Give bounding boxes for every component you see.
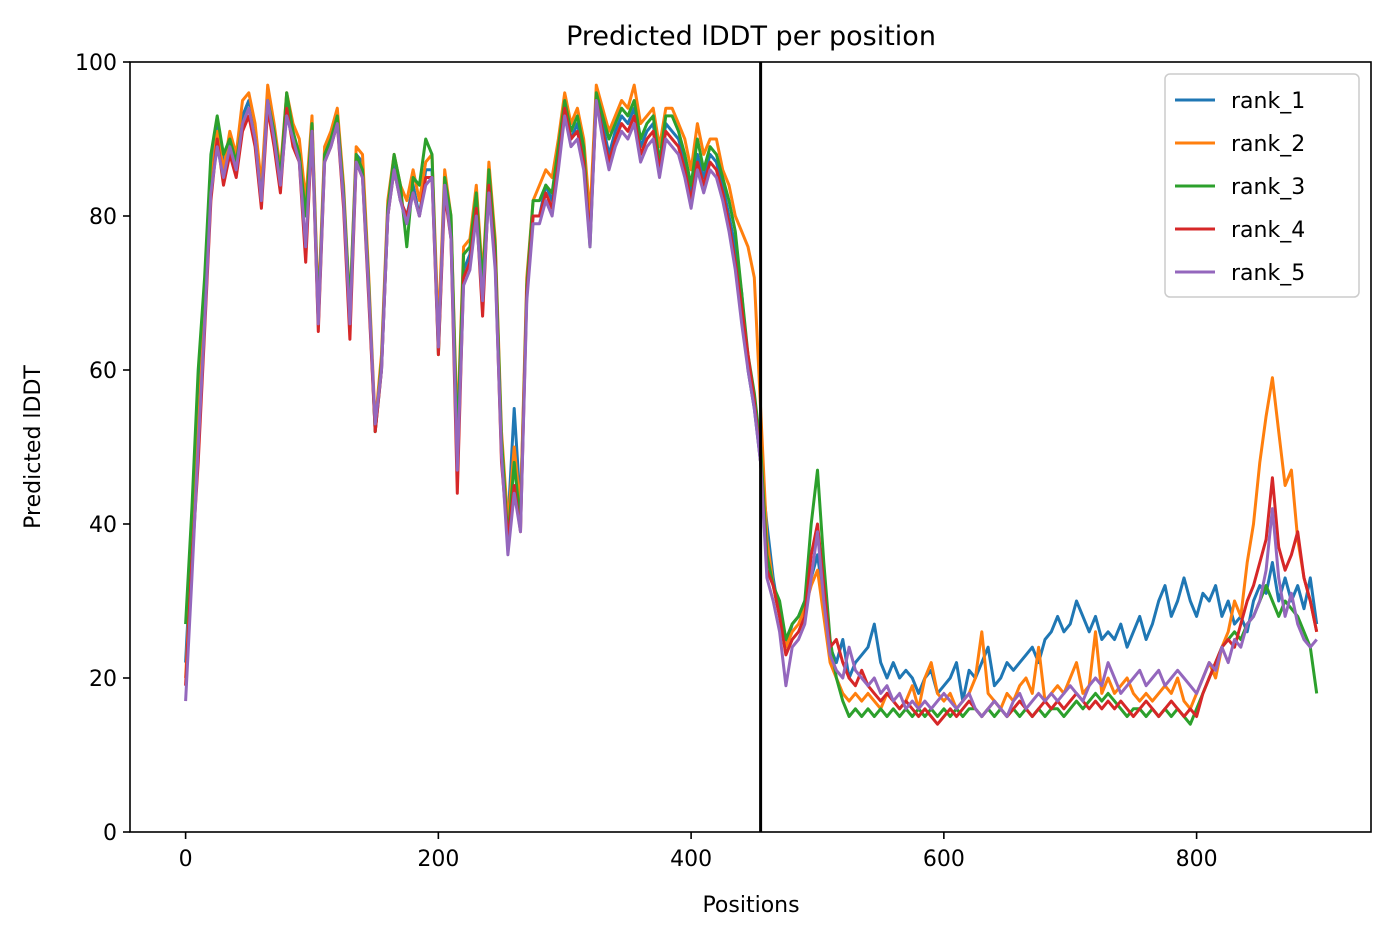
legend-label-rank_4: rank_4 [1231,218,1305,243]
y-axis: 0 20 40 60 80 100 [75,51,130,846]
legend-label-rank_5: rank_5 [1231,261,1305,286]
legend-label-rank_1: rank_1 [1231,89,1305,114]
y-tick-label: 0 [103,821,117,846]
y-tick-label: 80 [89,205,117,230]
x-tick-label: 200 [417,847,459,872]
x-tick-label: 600 [923,847,965,872]
y-tick-label: 100 [75,51,117,76]
legend-box [1164,73,1360,298]
chart-title: Predicted lDDT per position [566,21,936,52]
legend-label-rank_3: rank_3 [1231,175,1305,200]
x-axis-title: Positions [702,893,799,918]
x-tick-label: 0 [179,847,193,872]
series-line-rank_5 [184,99,1318,718]
series-layer [184,83,1319,726]
plot-frame [129,61,1372,833]
x-tick-label: 400 [670,847,712,872]
legend: rank_1 rank_2 rank_3 rank_4 rank_5 [1164,73,1360,298]
y-tick-label: 40 [89,513,117,538]
y-axis-title: Predicted lDDT [21,365,46,529]
legend-label-rank_2: rank_2 [1231,132,1305,157]
x-axis: 0 200 400 600 800 [179,832,1218,872]
y-tick-label: 20 [89,667,117,692]
x-tick-label: 800 [1176,847,1218,872]
y-tick-label: 60 [89,359,117,384]
